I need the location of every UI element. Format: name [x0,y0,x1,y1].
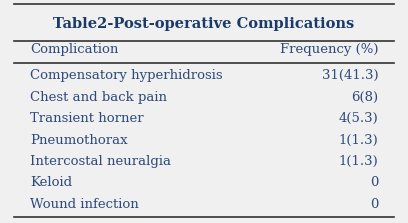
Text: 0: 0 [370,198,378,211]
Text: 1(1.3): 1(1.3) [339,134,378,147]
Text: 31(41.3): 31(41.3) [322,69,378,83]
Text: Keloid: Keloid [30,176,72,189]
Text: Wound infection: Wound infection [30,198,138,211]
Text: Frequency (%): Frequency (%) [280,43,378,56]
Text: Transient horner: Transient horner [30,112,143,125]
Text: Table2-Post-operative Complications: Table2-Post-operative Complications [53,17,355,31]
Text: Compensatory hyperhidrosis: Compensatory hyperhidrosis [30,69,222,83]
Text: 6(8): 6(8) [351,91,378,104]
Text: Intercostal neuralgia: Intercostal neuralgia [30,155,171,168]
Text: 4(5.3): 4(5.3) [339,112,378,125]
Text: 1(1.3): 1(1.3) [339,155,378,168]
Text: 0: 0 [370,176,378,189]
Text: Pneumothorax: Pneumothorax [30,134,127,147]
Text: Chest and back pain: Chest and back pain [30,91,167,104]
Text: Complication: Complication [30,43,118,56]
